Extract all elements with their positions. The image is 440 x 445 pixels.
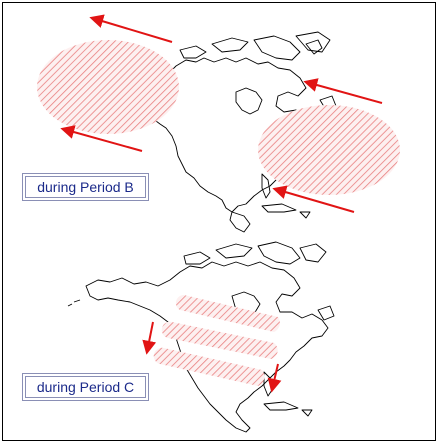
- arrow-c-1: [142, 321, 157, 355]
- period-c-label: during Period C: [22, 373, 149, 401]
- arrow-b-1: [89, 14, 173, 43]
- hatched-region-west: [37, 40, 179, 134]
- arrow-b-2: [60, 125, 143, 152]
- panel-period-c: [67, 241, 335, 433]
- hatched-band-1: [175, 294, 280, 332]
- hatched-band-3: [153, 347, 265, 386]
- north-america-map-c: [67, 241, 335, 433]
- hatched-region-east: [258, 105, 400, 195]
- hatched-bands: [153, 294, 280, 386]
- wind-arrows-b: [60, 14, 383, 213]
- period-b-label: during Period B: [22, 173, 149, 201]
- arrow-b-4: [272, 185, 355, 213]
- hatched-band-2: [161, 321, 278, 359]
- wind-arrows-c: [142, 321, 282, 393]
- arrow-b-3: [303, 78, 383, 104]
- arrow-c-2: [267, 363, 282, 393]
- panel-period-b: [37, 14, 400, 233]
